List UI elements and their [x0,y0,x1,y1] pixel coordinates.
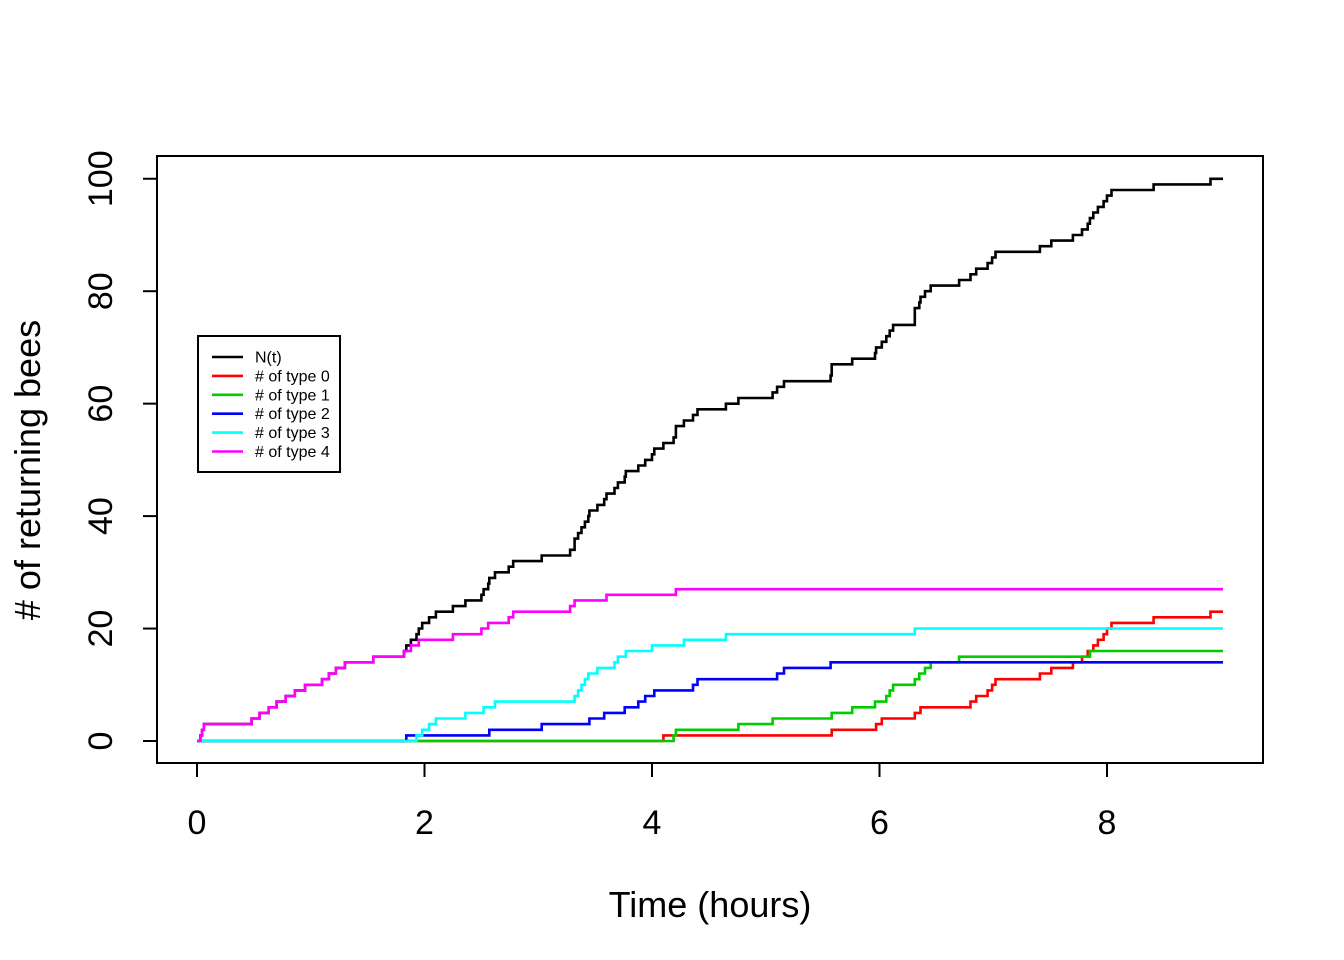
legend-label-of-type-4: # of type 4 [255,444,330,461]
y-tick-label: 0 [82,732,120,751]
x-tick-label: 6 [870,804,889,842]
legend-label-of-type-0: # of type 0 [255,368,330,385]
y-tick-label: 100 [82,150,120,207]
x-tick-label: 4 [643,804,662,842]
legend: N(t)# of type 0 # of type 1 # of type 2 # o… [197,335,341,473]
plot-box [156,155,1264,764]
legend-box [197,335,341,473]
legend-label-of-type-1: # of type 1 [255,387,330,404]
series-line-of-type-0 [197,610,1223,743]
x-axis-title: Time (hours) [609,884,812,925]
series-line-of-type-1 [197,649,1223,743]
series-line-of-type-3 [197,627,1223,743]
legend-label-of-type-3: # of type 3 [255,425,330,442]
y-tick-label: 60 [82,385,120,423]
legend-label-of-type-2: # of type 2 [255,406,330,423]
series-line-of-type-2 [197,661,1223,743]
legend-label-n-t: N(t) [255,350,282,367]
x-tick-label: 0 [188,804,207,842]
series-line-of-type-4 [197,587,1223,743]
y-tick-label: 20 [82,610,120,648]
x-tick-label: 2 [415,804,434,842]
y-tick-label: 80 [82,272,120,310]
y-axis-title: # of returning bees [7,320,48,620]
y-tick-label: 40 [82,497,120,535]
x-tick-label: 8 [1098,804,1117,842]
